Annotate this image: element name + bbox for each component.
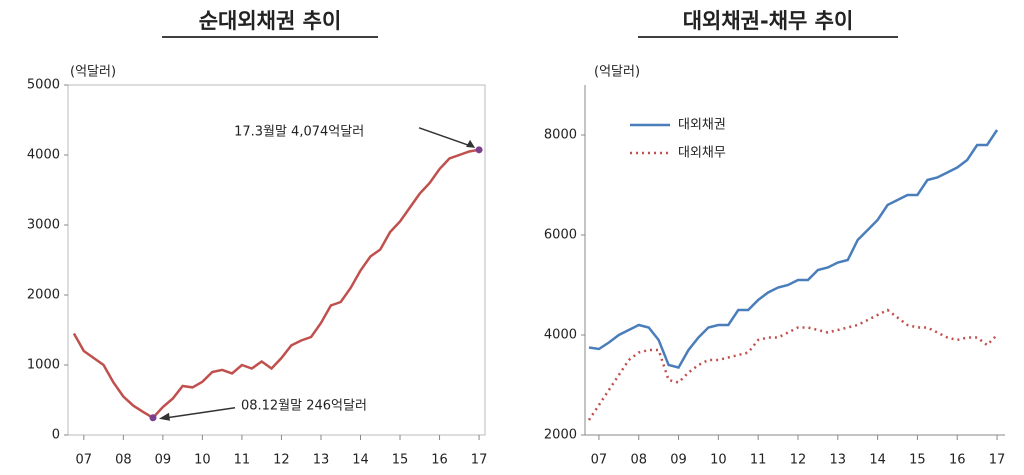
- x-tick-label: 07: [76, 453, 93, 468]
- data-line: [588, 129, 999, 369]
- arrow-head: [466, 139, 476, 148]
- x-tick-label: 08: [630, 453, 647, 468]
- data-line: [72, 148, 480, 420]
- x-tick-label: 09: [670, 453, 687, 468]
- legend-label: 대외채무: [678, 146, 726, 161]
- x-tick-label: 11: [750, 453, 767, 468]
- x-tick-label: 07: [591, 453, 608, 468]
- y-tick-label: 4000: [544, 328, 577, 343]
- arrow-head: [158, 412, 170, 421]
- x-tick-label: 09: [155, 453, 172, 468]
- y-tick-label: 2000: [27, 288, 60, 303]
- x-tick-label: 15: [909, 453, 926, 468]
- x-tick-label: 17: [989, 453, 1006, 468]
- unit-label: (억달러): [594, 65, 640, 80]
- annotation: 17.3월말 4,074억달러: [234, 124, 364, 139]
- y-tick-label: 0: [52, 428, 60, 443]
- data-point: [475, 146, 483, 154]
- chart-title: 대외채권-채무 추이: [683, 9, 854, 33]
- x-tick-label: 10: [710, 453, 727, 468]
- x-tick-label: 13: [313, 453, 330, 468]
- x-tick-label: 16: [949, 453, 966, 468]
- unit-label: (억달러): [70, 65, 116, 80]
- chart-title: 순대외채권 추이: [199, 9, 342, 33]
- x-tick-label: 17: [471, 453, 488, 468]
- y-tick-label: 1000: [27, 358, 60, 373]
- x-tick-label: 16: [431, 453, 448, 468]
- x-tick-label: 10: [194, 453, 211, 468]
- x-tick-label: 14: [869, 453, 886, 468]
- data-line: [587, 308, 998, 421]
- y-tick-label: 3000: [27, 218, 60, 233]
- y-tick-label: 8000: [544, 128, 577, 143]
- annotation-arrow: [166, 407, 236, 419]
- x-tick-label: 08: [115, 453, 132, 468]
- y-tick-label: 2000: [544, 428, 577, 443]
- x-tick-label: 14: [352, 453, 369, 468]
- x-tick-label: 13: [830, 453, 847, 468]
- y-tick-label: 6000: [544, 228, 577, 243]
- y-tick-label: 5000: [27, 78, 60, 93]
- legend-label: 대외채권: [678, 118, 726, 133]
- data-point: [149, 414, 157, 422]
- x-tick-label: 12: [790, 453, 807, 468]
- annotation-arrow: [418, 127, 474, 148]
- y-tick-label: 4000: [27, 148, 60, 163]
- plot-frame: [67, 84, 486, 436]
- x-tick-label: 11: [234, 453, 251, 468]
- annotation: 08.12월말 246억달러: [241, 398, 367, 413]
- x-tick-label: 12: [273, 453, 290, 468]
- x-tick-label: 15: [392, 453, 409, 468]
